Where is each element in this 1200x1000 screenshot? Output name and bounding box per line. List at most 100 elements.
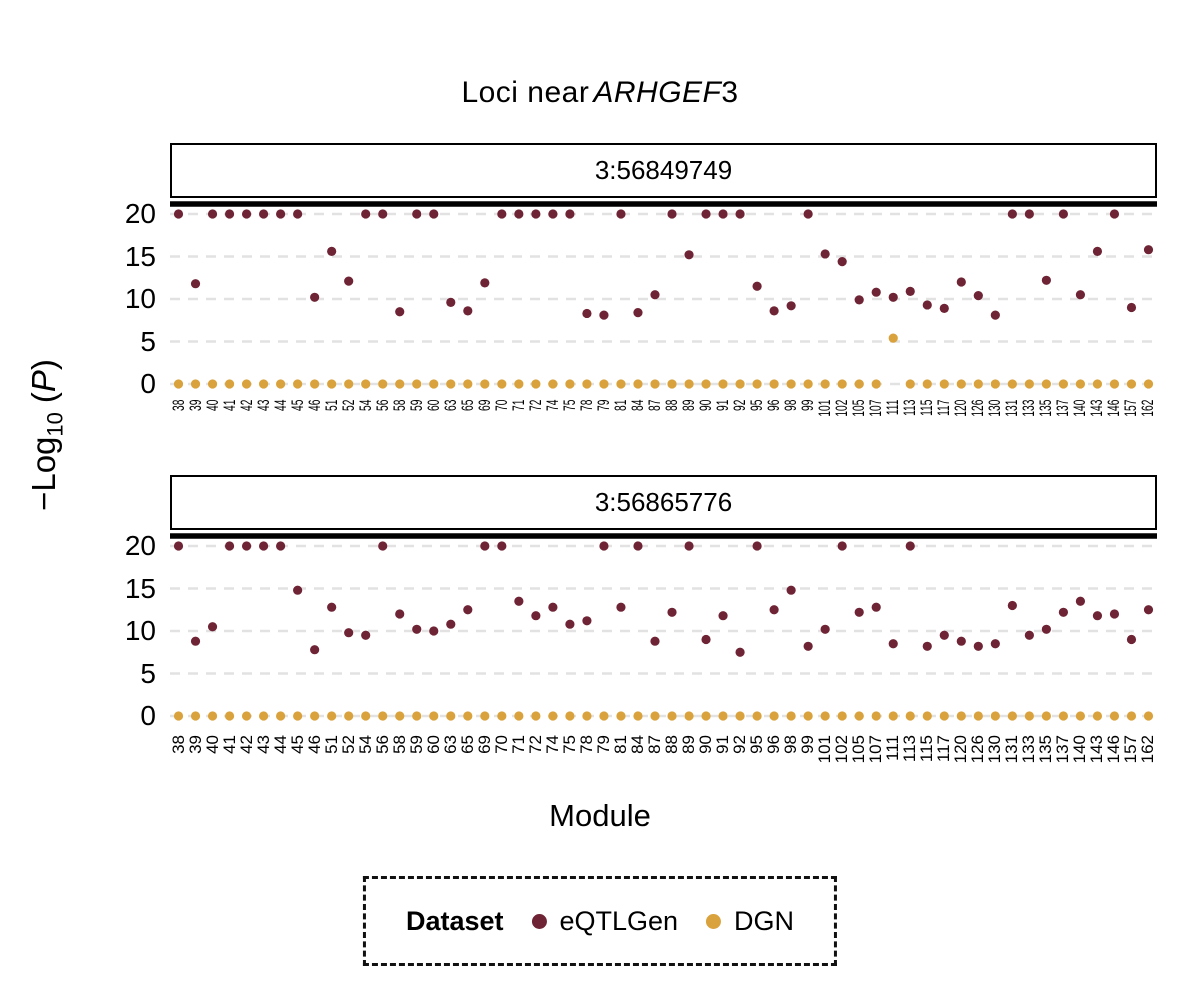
- data-point-dgn: [463, 379, 473, 389]
- data-point-eqtlgen: [667, 607, 677, 617]
- data-point-dgn: [837, 379, 847, 389]
- y-tick-label: 5: [140, 657, 156, 689]
- data-point-eqtlgen: [514, 209, 524, 219]
- data-point-eqtlgen: [310, 292, 320, 302]
- data-point-dgn: [922, 711, 932, 721]
- data-point-eqtlgen: [939, 630, 949, 640]
- data-point-eqtlgen: [1143, 245, 1154, 255]
- data-point-eqtlgen: [582, 616, 592, 626]
- data-point-dgn: [854, 711, 864, 721]
- data-point-eqtlgen: [718, 611, 728, 621]
- data-point-eqtlgen: [684, 541, 694, 551]
- data-point-dgn: [769, 379, 779, 389]
- x-tick-label: 56: [372, 735, 392, 754]
- data-point-eqtlgen: [190, 636, 201, 646]
- data-point-dgn: [582, 379, 592, 389]
- data-point-dgn: [258, 711, 269, 721]
- data-point-dgn: [1041, 379, 1051, 389]
- data-point-dgn: [701, 711, 711, 721]
- data-point-dgn: [190, 711, 201, 721]
- data-point-dgn: [752, 379, 762, 389]
- legend-label-dgn: DGN: [734, 905, 795, 936]
- data-point-eqtlgen: [361, 630, 371, 640]
- y-tick-label: 5: [140, 325, 156, 357]
- data-point-dgn: [1024, 711, 1034, 721]
- facet-label-1: 3:56849749: [594, 155, 733, 185]
- data-point-eqtlgen: [1041, 275, 1051, 285]
- x-tick-label: 46: [304, 399, 324, 411]
- data-point-eqtlgen: [327, 246, 337, 256]
- x-tick-label: 43: [253, 399, 273, 411]
- x-tick-label: 41: [219, 735, 239, 754]
- data-point-eqtlgen: [1126, 302, 1137, 313]
- data-point-dgn: [820, 711, 830, 721]
- data-point-dgn: [429, 711, 439, 721]
- data-point-eqtlgen: [1007, 209, 1017, 219]
- data-point-eqtlgen: [1109, 609, 1120, 619]
- data-point-eqtlgen: [820, 249, 830, 259]
- data-point-dgn: [480, 379, 490, 389]
- data-point-eqtlgen: [684, 250, 694, 260]
- data-point-eqtlgen: [429, 626, 439, 636]
- facet-label-2: 3:56865776: [594, 487, 733, 517]
- scatter-panel-2: [170, 532, 1157, 728]
- data-point-dgn: [786, 711, 796, 721]
- x-tick-label: 39: [185, 735, 205, 754]
- data-point-dgn: [548, 379, 558, 389]
- data-point-dgn: [327, 379, 337, 389]
- data-point-dgn: [905, 379, 915, 389]
- data-point-eqtlgen: [497, 209, 507, 219]
- data-point-dgn: [361, 711, 371, 721]
- data-point-eqtlgen: [173, 209, 184, 219]
- data-point-eqtlgen: [429, 209, 439, 219]
- data-point-dgn: [429, 379, 439, 389]
- data-point-eqtlgen: [190, 279, 201, 289]
- data-point-dgn: [276, 379, 286, 389]
- data-point-dgn: [803, 379, 813, 389]
- data-point-eqtlgen: [871, 287, 881, 297]
- scatter-plot-svg-1: [170, 201, 1157, 389]
- data-point-dgn: [224, 711, 235, 721]
- data-point-dgn: [1126, 711, 1137, 721]
- data-point-eqtlgen: [480, 541, 490, 551]
- data-point-dgn: [616, 379, 626, 389]
- x-tick-label: 44: [270, 735, 290, 754]
- data-point-dgn: [667, 711, 677, 721]
- data-point-dgn: [310, 379, 320, 389]
- data-point-eqtlgen: [310, 645, 320, 655]
- facet-strip-2: 3:56865776: [170, 475, 1157, 530]
- data-point-eqtlgen: [667, 209, 677, 219]
- data-point-dgn: [922, 379, 932, 389]
- scatter-plot-svg-2: [170, 533, 1157, 721]
- y-tick-label: 0: [140, 700, 156, 731]
- data-point-eqtlgen: [752, 281, 762, 291]
- x-tick-label: 43: [253, 735, 273, 754]
- data-point-eqtlgen: [276, 209, 286, 219]
- data-point-dgn: [531, 711, 541, 721]
- data-point-eqtlgen: [786, 585, 796, 595]
- data-point-dgn: [1109, 379, 1120, 389]
- x-axis-label: Module: [549, 798, 651, 833]
- data-point-eqtlgen: [241, 209, 252, 219]
- data-point-dgn: [378, 711, 388, 721]
- data-point-dgn: [378, 379, 388, 389]
- x-tick-label: 44: [270, 399, 290, 411]
- legend-item-dgn: DGN: [706, 906, 794, 937]
- x-tick-label: 42: [236, 735, 256, 754]
- data-point-dgn: [871, 711, 881, 721]
- data-point-eqtlgen: [1075, 596, 1086, 606]
- data-point-dgn: [888, 333, 898, 343]
- data-point-dgn: [310, 711, 320, 721]
- data-point-eqtlgen: [599, 541, 609, 551]
- data-point-eqtlgen: [1075, 290, 1086, 300]
- data-point-eqtlgen: [803, 641, 813, 651]
- data-point-eqtlgen: [837, 257, 847, 267]
- legend-label-eqtlgen: eQTLGen: [559, 905, 679, 936]
- data-point-dgn: [684, 711, 694, 721]
- data-point-dgn: [735, 379, 745, 389]
- data-point-eqtlgen: [718, 209, 728, 219]
- x-tick-label: 38: [168, 735, 188, 754]
- data-point-eqtlgen: [1041, 624, 1051, 634]
- data-point-eqtlgen: [565, 209, 575, 219]
- data-point-eqtlgen: [769, 306, 779, 316]
